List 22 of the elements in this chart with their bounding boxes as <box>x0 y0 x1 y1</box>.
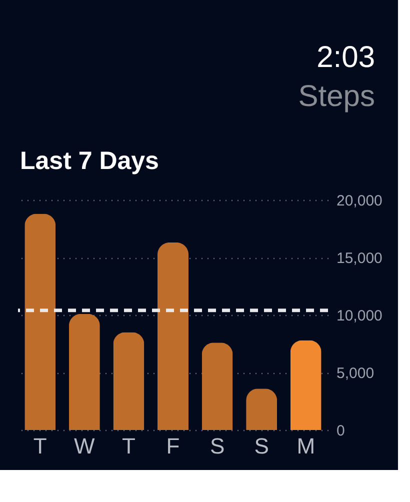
bar <box>290 340 322 430</box>
bar <box>158 242 188 430</box>
x-tick-label: S <box>254 434 269 458</box>
y-tick-label: 10,000 <box>336 308 382 324</box>
x-tick-label: M <box>296 434 316 458</box>
bar <box>24 214 56 430</box>
x-tick-label: S <box>210 434 225 458</box>
y-tick-label: 0 <box>336 422 345 440</box>
y-tick-label: 20,000 <box>336 192 382 210</box>
bar <box>113 332 144 430</box>
x-tick-label: T <box>33 434 47 458</box>
y-tick-label: 15,000 <box>336 250 382 267</box>
x-tick-label: F <box>166 434 180 458</box>
bar <box>68 314 100 430</box>
bar <box>202 342 233 430</box>
text: 2:03 <box>316 41 375 74</box>
y-tick-label: 5,000 <box>336 365 374 382</box>
x-tick-label: T <box>122 434 136 458</box>
text: Steps <box>298 80 375 113</box>
chart-title: Last 7 Days <box>20 147 159 175</box>
x-tick-label: W <box>74 434 96 458</box>
bar <box>246 388 278 430</box>
